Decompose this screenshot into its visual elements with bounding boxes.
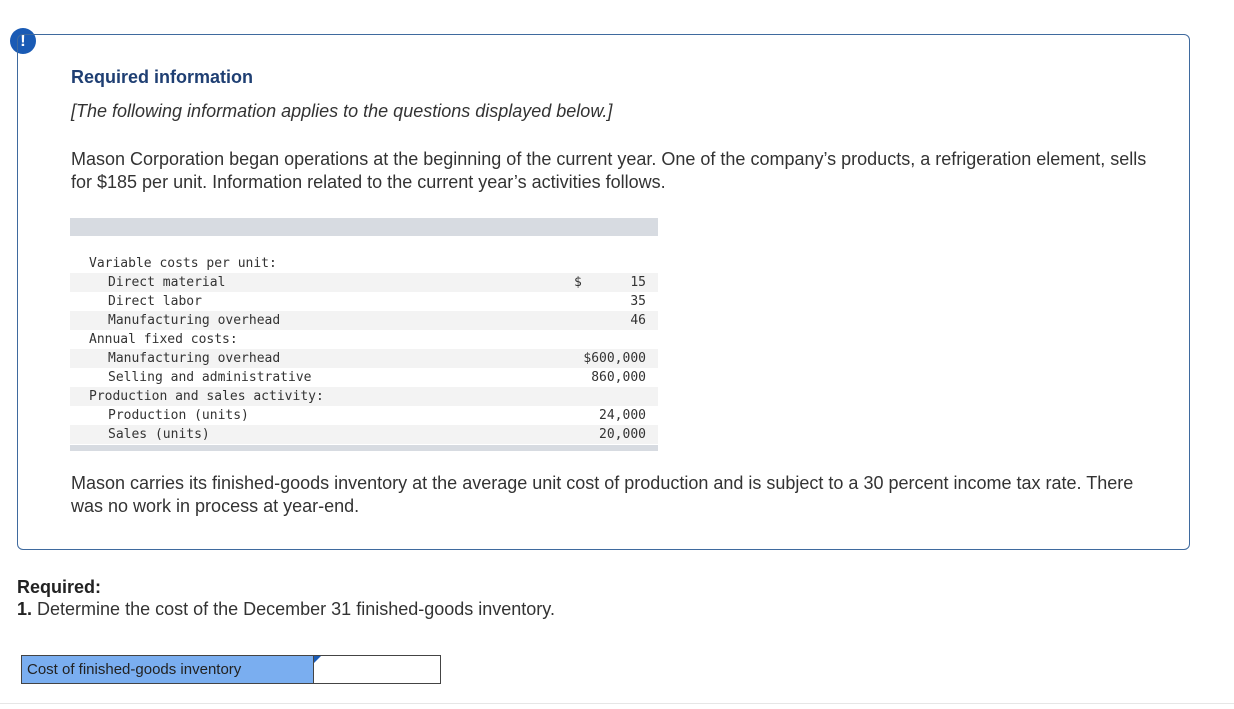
row-label: Variable costs per unit: xyxy=(89,256,277,271)
row-value: 24,000 xyxy=(599,408,646,423)
table-row: Direct material $ 15 xyxy=(70,273,658,292)
row-value: 46 xyxy=(630,313,646,328)
inventory-note-paragraph: Mason carries its finished-goods invento… xyxy=(71,473,1134,516)
answer-label: Cost of finished-goods inventory xyxy=(22,656,314,683)
answer-cell[interactable] xyxy=(314,656,440,683)
row-value: 35 xyxy=(630,294,646,309)
cost-data-table: Variable costs per unit: Direct material… xyxy=(70,218,658,451)
table-row: Annual fixed costs: xyxy=(70,330,658,349)
table-row: Selling and administrative 860,000 xyxy=(70,368,658,387)
row-label: Production (units) xyxy=(108,408,249,423)
table-row: Direct labor 35 xyxy=(70,292,658,311)
row-label: Production and sales activity: xyxy=(89,389,324,404)
table-row: Sales (units) 20,000 xyxy=(70,425,658,444)
dollar-sign: $ xyxy=(574,275,582,290)
required-heading: Required: xyxy=(17,577,102,597)
cost-of-finished-goods-input[interactable] xyxy=(314,656,440,683)
required-information-box xyxy=(17,34,1190,550)
table-header-bar xyxy=(70,218,658,236)
question-1: 1. Determine the cost of the December 31… xyxy=(17,599,555,620)
question-text: Determine the cost of the December 31 fi… xyxy=(37,599,555,619)
applies-note: [The following information applies to th… xyxy=(71,101,613,121)
row-label: Direct labor xyxy=(108,294,202,309)
answer-row: Cost of finished-goods inventory xyxy=(21,655,441,684)
question-number: 1. xyxy=(17,599,33,619)
table-footer-bar xyxy=(70,445,658,451)
required-information-title: Required information xyxy=(71,67,254,87)
row-value: 860,000 xyxy=(591,370,646,385)
row-label: Direct material xyxy=(108,275,226,290)
table-row: Variable costs per unit: xyxy=(70,254,658,273)
row-label: Annual fixed costs: xyxy=(89,332,238,347)
row-value: 20,000 xyxy=(599,427,646,442)
row-label: Manufacturing overhead xyxy=(108,313,281,328)
row-value: 15 xyxy=(630,275,646,290)
bottom-divider xyxy=(0,703,1234,704)
table-row: Production and sales activity: xyxy=(70,387,658,406)
exclamation-icon: ! xyxy=(10,28,36,54)
row-label: Selling and administrative xyxy=(108,370,312,385)
row-label: Manufacturing overhead xyxy=(108,351,281,366)
table-row: Manufacturing overhead $600,000 xyxy=(70,349,658,368)
row-label: Sales (units) xyxy=(108,427,210,442)
cell-corner-marker-icon xyxy=(314,656,321,663)
row-value: $600,000 xyxy=(583,351,646,366)
table-row: Manufacturing overhead 46 xyxy=(70,311,658,330)
intro-paragraph: Mason Corporation began operations at th… xyxy=(71,149,1147,192)
table-row: Production (units) 24,000 xyxy=(70,406,658,425)
